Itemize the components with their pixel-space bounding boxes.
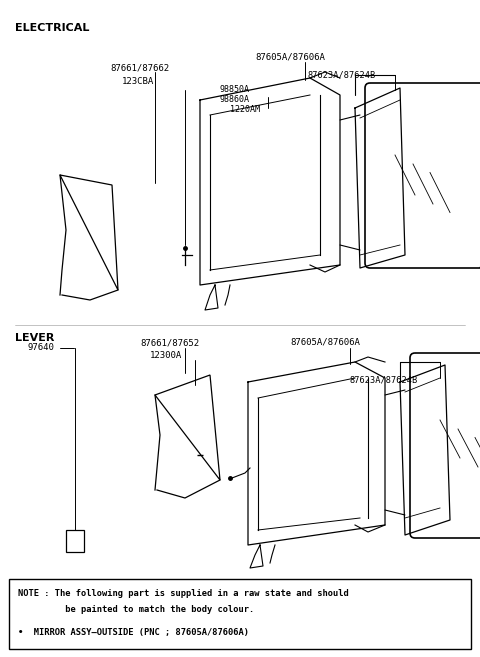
Text: 87623A/87624B: 87623A/87624B: [350, 376, 418, 384]
Text: 97640: 97640: [28, 344, 55, 353]
Text: 1220AM: 1220AM: [230, 104, 260, 114]
Text: 98860A: 98860A: [220, 95, 250, 104]
Text: 87661/87662: 87661/87662: [110, 64, 169, 72]
Text: 87661/87652: 87661/87652: [140, 338, 199, 348]
Text: 87605A/87606A: 87605A/87606A: [255, 53, 325, 62]
Text: NOTE : The following part is supplied in a raw state and should: NOTE : The following part is supplied in…: [18, 589, 349, 597]
Text: be painted to match the body colour.: be painted to match the body colour.: [18, 604, 254, 614]
Text: 123CBA: 123CBA: [122, 78, 154, 87]
Text: 87605A/87606A: 87605A/87606A: [290, 338, 360, 346]
Text: 98850A: 98850A: [220, 85, 250, 93]
Text: 12300A: 12300A: [150, 351, 182, 361]
Text: ELECTRICAL: ELECTRICAL: [15, 23, 89, 33]
Text: 87623A/87624B: 87623A/87624B: [308, 70, 376, 79]
Text: LEVER: LEVER: [15, 333, 54, 343]
Text: •  MIRROR ASSY–OUTSIDE (PNC ; 87605A/87606A): • MIRROR ASSY–OUTSIDE (PNC ; 87605A/8760…: [18, 629, 249, 637]
